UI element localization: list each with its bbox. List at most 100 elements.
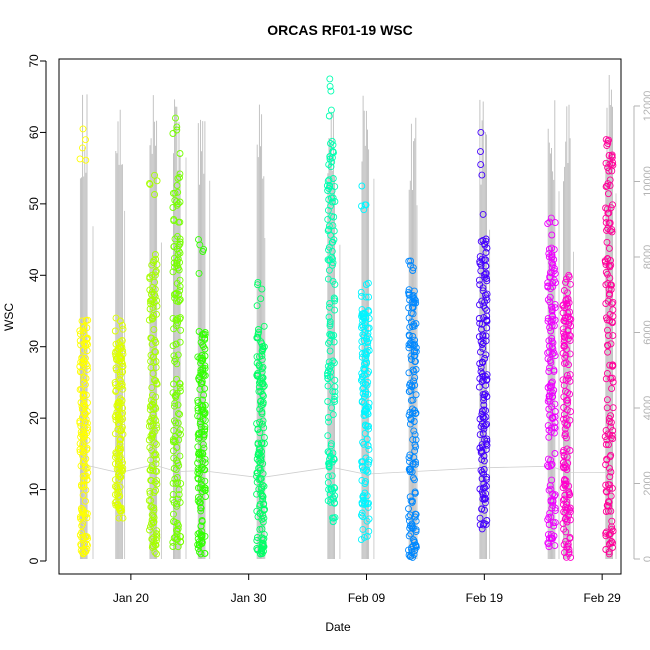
wsc-point-rf01 — [81, 403, 89, 411]
wsc-point-rf10 — [477, 338, 485, 345]
wsc-point-rf04 — [172, 289, 180, 297]
wsc-point-rf03 — [152, 339, 160, 346]
wsc-point-rf12 — [564, 396, 572, 404]
wsc-point-rf04 — [173, 198, 181, 206]
wsc-point-rf07 — [325, 463, 333, 471]
wsc-point-rf11 — [547, 456, 555, 464]
wsc-point-rf01 — [80, 378, 88, 386]
wsc-point-rf10 — [482, 294, 490, 302]
wsc-point-rf02 — [116, 436, 124, 444]
wsc-point-rf09 — [412, 517, 420, 525]
wsc-point-rf03 — [146, 444, 154, 452]
wsc-point-rf08 — [361, 201, 369, 209]
wsc-point-rf08 — [360, 500, 368, 508]
wsc-point-rf03 — [152, 377, 160, 385]
wsc-point-rf07 — [325, 460, 333, 468]
wsc-point-rf04 — [173, 502, 181, 510]
wsc-point-rf11 — [545, 426, 553, 434]
wsc-point-rf03 — [150, 312, 157, 319]
wsc-point-rf11 — [548, 303, 556, 311]
wsc-point-rf10 — [479, 284, 487, 292]
wsc-point-rf11 — [545, 395, 553, 403]
wsc-point-rf13 — [604, 190, 612, 198]
wsc-point-rf13 — [603, 501, 611, 509]
wsc-point-rf12 — [566, 315, 574, 323]
wsc-point-rf06 — [257, 338, 265, 346]
wsc-point-rf06 — [257, 388, 265, 395]
wsc-point-rf11 — [551, 400, 559, 408]
wsc-point-rf10 — [478, 456, 486, 464]
wsc-point-rf12 — [567, 408, 575, 416]
wsc-point-rf11 — [548, 337, 556, 345]
wsc-point-rf09 — [412, 391, 420, 399]
wsc-point-rf08 — [364, 500, 372, 508]
wsc-point-rf06 — [253, 534, 261, 541]
wsc-point-rf10 — [483, 324, 491, 332]
wsc-point-rf02 — [117, 504, 125, 512]
wsc-point-rf04 — [172, 322, 180, 330]
wsc-point-rf07 — [328, 187, 336, 195]
wsc-point-rf13 — [604, 137, 612, 145]
wsc-point-rf11 — [551, 507, 559, 515]
wsc-point-rf04 — [173, 474, 181, 481]
wsc-point-rf11 — [546, 218, 554, 226]
wsc-point-rf06 — [253, 472, 260, 480]
wsc-point-rf04 — [172, 114, 179, 122]
wsc-point-rf01 — [83, 476, 91, 484]
wsc-point-rf01 — [78, 534, 86, 542]
wsc-point-rf01 — [78, 354, 86, 362]
wsc-point-rf04 — [169, 447, 177, 455]
wsc-point-rf13 — [605, 548, 613, 556]
wsc-point-rf10 — [479, 521, 487, 529]
wsc-point-rf06 — [256, 353, 263, 361]
wsc-point-rf07 — [324, 398, 332, 405]
wsc-point-rf02 — [115, 514, 123, 522]
wsc-point-rf13 — [605, 167, 613, 175]
wsc-point-rf11 — [546, 364, 553, 372]
wsc-point-rf01 — [79, 491, 87, 499]
wsc-point-rf04 — [171, 196, 179, 204]
wsc-point-rf13 — [608, 152, 616, 160]
wsc-point-rf02 — [112, 348, 120, 356]
wsc-point-rf06 — [254, 369, 262, 377]
wsc-point-rf01 — [77, 422, 85, 430]
wsc-point-rf10 — [482, 291, 489, 299]
wsc-point-rf10 — [483, 376, 490, 384]
wsc-point-rf12 — [564, 421, 572, 429]
wsc-point-rf04 — [170, 217, 178, 225]
wsc-point-rf03 — [153, 177, 161, 185]
wsc-point-rf01 — [82, 472, 90, 480]
wsc-point-rf12 — [565, 550, 573, 558]
wsc-point-rf05 — [201, 532, 209, 540]
wsc-point-rf03 — [147, 364, 155, 372]
wsc-point-rf12 — [562, 351, 570, 359]
wsc-point-rf02 — [119, 350, 127, 358]
wsc-point-rf04 — [170, 518, 177, 525]
wsc-point-rf13 — [603, 316, 611, 324]
wsc-point-rf09 — [412, 366, 420, 373]
wsc-point-rf10 — [482, 256, 490, 264]
wsc-point-rf04 — [170, 291, 178, 298]
wsc-point-rf10 — [482, 407, 490, 415]
wsc-point-rf12 — [563, 371, 571, 379]
wsc-point-rf13 — [609, 201, 616, 209]
wsc-point-rf02 — [114, 500, 122, 508]
wsc-point-rf11 — [548, 231, 556, 239]
wsc-point-rf09 — [407, 356, 415, 363]
wsc-point-rf04 — [173, 123, 181, 131]
wsc-point-rf07 — [326, 318, 334, 326]
wsc-point-rf08 — [358, 476, 366, 484]
wsc-point-rf10 — [478, 320, 486, 328]
wsc-point-rf13 — [607, 451, 615, 459]
wsc-point-rf04 — [174, 419, 182, 427]
wsc-point-rf03 — [146, 180, 154, 188]
wsc-point-rf10 — [479, 339, 487, 347]
wsc-point-rf06 — [258, 515, 266, 523]
wsc-point-rf05 — [197, 418, 204, 426]
wsc-point-rf10 — [476, 431, 484, 439]
wsc-point-rf13 — [608, 538, 616, 545]
wsc-point-rf07 — [325, 472, 332, 480]
wsc-point-rf06 — [253, 353, 261, 361]
wsc-point-rf03 — [153, 550, 160, 558]
wsc-point-rf06 — [259, 417, 267, 425]
